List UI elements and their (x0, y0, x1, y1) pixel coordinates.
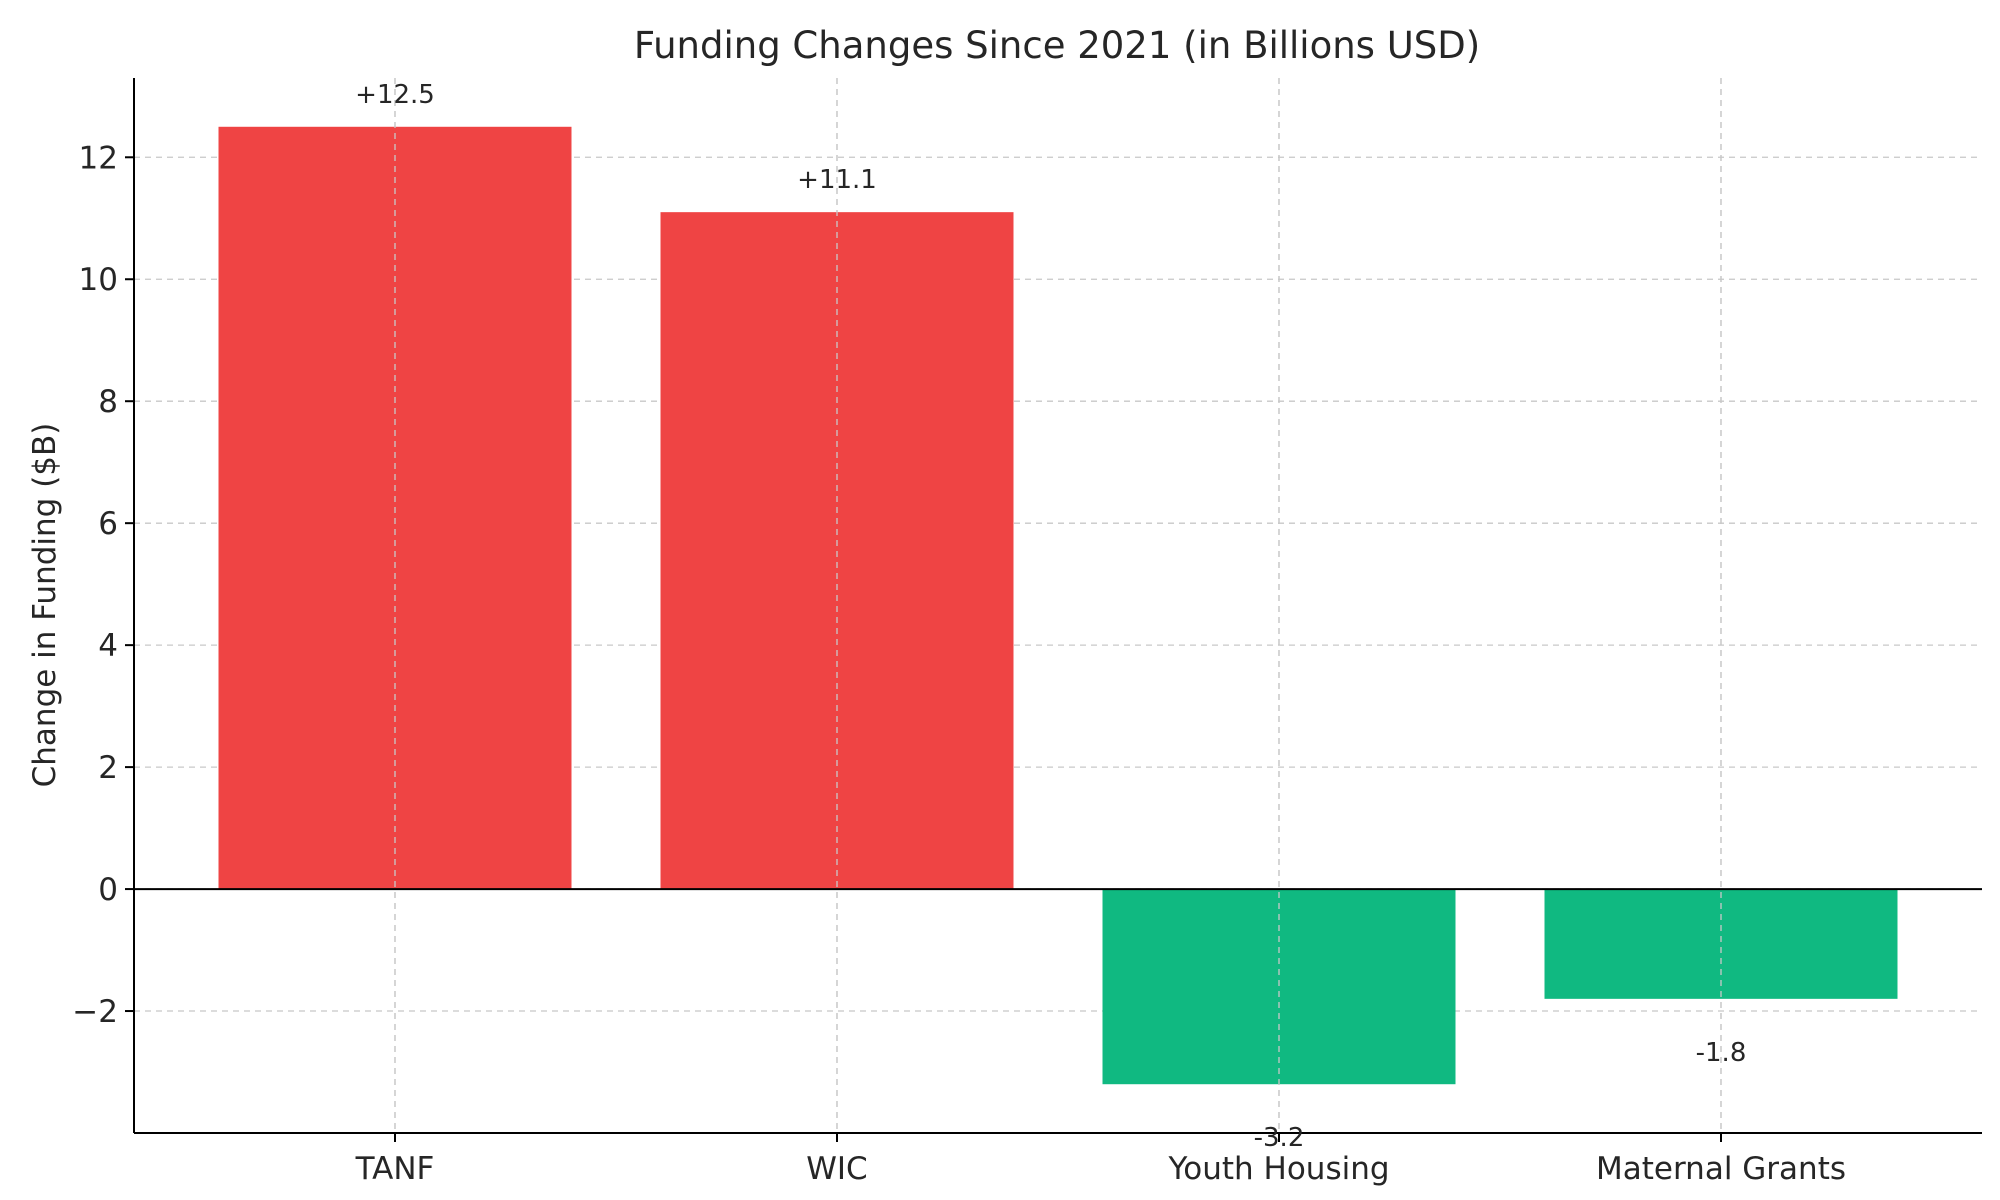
axes-layer (125, 78, 1982, 1142)
x-tick-label: WIC (806, 1151, 867, 1187)
y-tick-label: 2 (98, 750, 118, 786)
data-label: -3.2 (1254, 1123, 1305, 1153)
y-tick-label: 6 (98, 506, 118, 542)
data-label: -1.8 (1696, 1038, 1747, 1068)
x-tick-label: Youth Housing (1167, 1151, 1389, 1187)
data-label: +11.1 (797, 165, 877, 195)
bars-layer (218, 126, 1898, 1085)
labels-layer: −2 0 2 4 6 8 10 12 TANF WIC Youth Housing Maternal … (72, 80, 1846, 1187)
y-tick-label: 12 (79, 140, 118, 176)
y-tick-label: 4 (98, 628, 118, 664)
data-label: +12.5 (355, 80, 435, 110)
chart-title: Funding Changes Since 2021 (in Billions … (634, 24, 1480, 67)
y-tick-label: −2 (72, 994, 118, 1030)
y-axis-label: Change in Funding ($B) (27, 423, 63, 788)
x-tick-label: Maternal Grants (1596, 1151, 1846, 1187)
y-tick-label: 8 (98, 384, 118, 420)
y-tick-label: 10 (79, 262, 118, 298)
y-tick-label: 0 (98, 872, 118, 908)
x-tick-label: TANF (355, 1151, 435, 1187)
